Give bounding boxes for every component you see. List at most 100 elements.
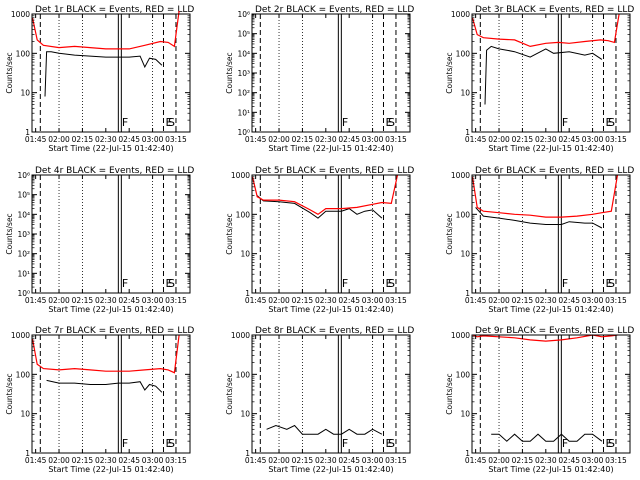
- y-tick-label: 1: [25, 128, 30, 137]
- x-tick-label: 02:45: [118, 296, 140, 305]
- x-tick-label: 02:45: [338, 296, 360, 305]
- y-tick-label: 10²: [237, 89, 250, 98]
- x-tick-label: 02:00: [268, 456, 290, 465]
- x-axis-label: Start Time (22-Jul-15 01:42:40): [268, 465, 393, 474]
- chart-panel-1: Det 1r BLACK = Events, RED = LLD F ES 01:45…: [5, 5, 194, 153]
- y-tick-label: 100: [16, 370, 31, 379]
- y-tick-label: 100: [16, 49, 31, 58]
- marker-s: S: [388, 437, 395, 450]
- y-tick-label: 1000: [451, 171, 470, 180]
- marker-f: F: [562, 277, 568, 290]
- y-tick-label: 1000: [11, 331, 30, 340]
- marker-e: E: [165, 437, 172, 450]
- x-tick-label: 01:45: [465, 135, 487, 144]
- y-tick-label: 1: [465, 289, 470, 298]
- marker-e: E: [385, 437, 392, 450]
- marker-s: S: [388, 116, 395, 129]
- y-tick-label: 1000: [231, 331, 250, 340]
- x-tick-label: 02:45: [338, 135, 360, 144]
- y-axis-label: Counts/sec: [225, 373, 234, 414]
- marker-f: F: [342, 437, 348, 450]
- x-tick-label: 02:15: [512, 135, 534, 144]
- x-tick-label: 01:45: [245, 456, 267, 465]
- chart-panel-5: Det 5r BLACK = Events, RED = LLD F ES 01:45…: [225, 166, 414, 314]
- x-axis-label: Start Time (22-Jul-15 01:42:40): [268, 305, 393, 314]
- x-tick-label: 02:30: [315, 296, 337, 305]
- x-tick-label: 02:00: [48, 296, 70, 305]
- y-axis-label: Counts/sec: [445, 213, 454, 254]
- chart-title: Det 6r BLACK = Events, RED = LLD: [475, 166, 634, 176]
- y-tick-label: 10⁴: [17, 210, 30, 219]
- marker-f: F: [122, 277, 128, 290]
- x-tick-label: 03:15: [385, 296, 407, 305]
- series-lld: [31, 10, 180, 50]
- marker-s: S: [608, 437, 615, 450]
- chart-title: Det 3r BLACK = Events, RED = LLD: [475, 5, 634, 15]
- y-tick-label: 10⁶: [237, 10, 250, 19]
- x-tick-label: 03:00: [582, 135, 604, 144]
- y-tick-label: 10: [240, 410, 250, 419]
- y-tick-label: 100: [456, 49, 471, 58]
- x-tick-label: 03:15: [605, 135, 627, 144]
- x-tick-label: 01:45: [245, 135, 267, 144]
- x-tick-label: 02:15: [72, 135, 94, 144]
- chart-panel-6: Det 6r BLACK = Events, RED = LLD F ES 01:45…: [445, 166, 634, 314]
- plot-frame: [31, 174, 191, 294]
- y-tick-label: 10⁴: [237, 49, 250, 58]
- marker-f: F: [562, 116, 568, 129]
- y-axis-label: Counts/sec: [445, 373, 454, 414]
- series-events: [256, 195, 383, 219]
- x-tick-label: 02:15: [512, 456, 534, 465]
- plot-frame: [471, 13, 631, 133]
- x-tick-label: 03:15: [165, 456, 187, 465]
- x-axis-label: Start Time (22-Jul-15 01:42:40): [488, 144, 613, 153]
- x-axis-label: Start Time (22-Jul-15 01:42:40): [268, 144, 393, 153]
- x-tick-label: 02:00: [488, 456, 510, 465]
- y-tick-label: 10⁰: [237, 128, 250, 137]
- x-tick-label: 02:30: [95, 456, 117, 465]
- x-tick-label: 02:00: [48, 456, 70, 465]
- x-tick-label: 02:30: [535, 135, 557, 144]
- chart-title: Det 1r BLACK = Events, RED = LLD: [35, 5, 194, 15]
- chart-panel-2: Det 2r BLACK = Events, RED = LLD F ES 01:45…: [225, 5, 414, 153]
- plot-frame: [251, 334, 411, 454]
- marker-e: E: [385, 116, 392, 129]
- x-axis-label: Start Time (22-Jul-15 01:42:40): [488, 305, 613, 314]
- y-tick-label: 1000: [231, 171, 250, 180]
- y-tick-label: 10: [460, 250, 470, 259]
- x-tick-label: 02:15: [512, 296, 534, 305]
- plot-frame: [31, 334, 191, 454]
- x-tick-label: 02:15: [72, 456, 94, 465]
- plot-frame: [471, 334, 631, 454]
- y-tick-label: 100: [456, 370, 471, 379]
- x-tick-label: 03:00: [582, 296, 604, 305]
- series-events: [491, 433, 603, 442]
- chart-title: Det 8r BLACK = Events, RED = LLD: [255, 326, 414, 336]
- x-tick-label: 03:00: [362, 296, 384, 305]
- series-events: [44, 51, 163, 97]
- x-tick-label: 01:45: [25, 135, 47, 144]
- marker-e: E: [385, 277, 392, 290]
- x-tick-label: 01:45: [245, 296, 267, 305]
- plot-frame: [471, 174, 631, 294]
- y-tick-label: 10¹: [17, 269, 30, 278]
- series-events: [266, 424, 383, 435]
- y-tick-label: 1000: [451, 331, 470, 340]
- y-axis-label: Counts/sec: [5, 373, 14, 414]
- marker-f: F: [122, 116, 128, 129]
- series-lld: [251, 174, 399, 216]
- x-tick-label: 01:45: [25, 456, 47, 465]
- marker-s: S: [608, 277, 615, 290]
- x-tick-label: 03:15: [165, 135, 187, 144]
- plot-frame: [251, 13, 411, 133]
- y-tick-label: 1000: [451, 10, 470, 19]
- marker-e: E: [605, 277, 612, 290]
- marker-e: E: [605, 116, 612, 129]
- y-tick-label: 10: [240, 250, 250, 259]
- y-tick-label: 10: [20, 410, 30, 419]
- marker-s: S: [168, 437, 175, 450]
- plot-frame: [251, 174, 411, 294]
- series-lld: [471, 13, 620, 48]
- x-tick-label: 02:45: [338, 456, 360, 465]
- marker-f: F: [562, 437, 568, 450]
